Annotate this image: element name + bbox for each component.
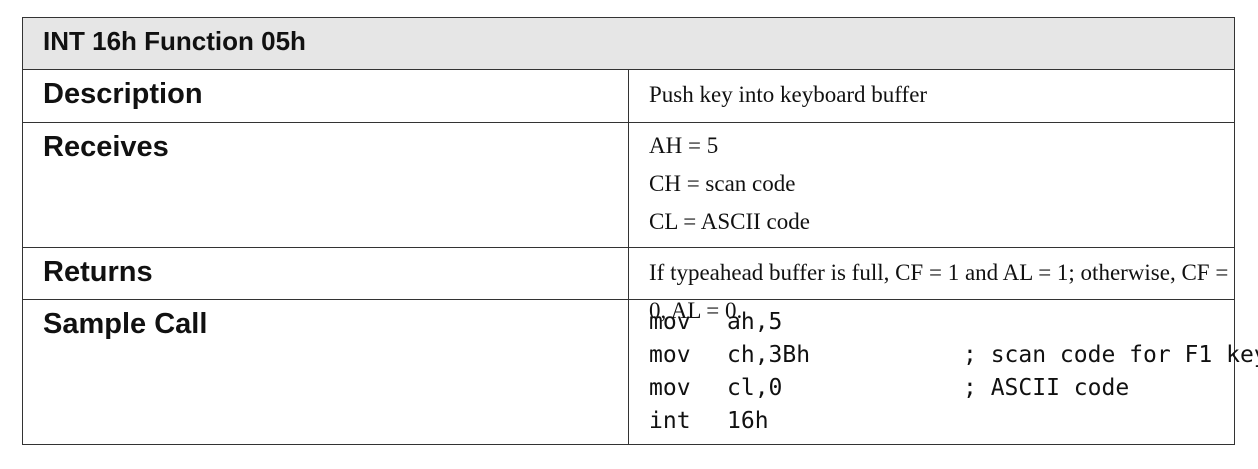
code-line: mov cl,0 ; ASCII code [649, 372, 1234, 405]
returns-cell: If typeahead buffer is full, CF = 1 and … [628, 247, 1235, 323]
description-cell: Push key into keyboard buffer [628, 69, 1235, 123]
code-line: mov ch,3Bh ; scan code for F1 key [649, 339, 1258, 372]
code-op: mov [649, 375, 691, 401]
code-arg: ch,3Bh [727, 342, 811, 368]
receives-line: CH = scan code [649, 171, 796, 196]
code-op: int [649, 408, 691, 434]
code-line: int 16h [649, 405, 1234, 438]
receives-label: Receives [22, 122, 629, 248]
receives-line: CL = ASCII code [649, 209, 810, 234]
receives-cell: AH = 5 CH = scan code CL = ASCII code [628, 122, 1235, 248]
table-title: INT 16h Function 05h [22, 17, 1235, 70]
code-arg: cl,0 [727, 375, 783, 401]
sample-call-code: mov ah,5 mov ch,3Bh; scan code for F1 key … [628, 299, 1258, 445]
function-reference-table: INT 16h Function 05h Description Push ke… [22, 17, 1258, 445]
code-arg: ah,5 [727, 309, 783, 335]
returns-label: Returns [22, 247, 629, 300]
code-comment: ; ASCII code [963, 375, 1130, 401]
code-arg: 16h [727, 408, 769, 434]
sample-call-label: Sample Call [22, 299, 629, 445]
receives-line: AH = 5 [649, 133, 719, 158]
returns-text: If typeahead buffer is full, CF = 1 and … [649, 260, 1229, 323]
code-comment: ; scan code for F1 key [963, 342, 1258, 368]
code-op: mov [649, 342, 691, 368]
description-text: Push key into keyboard buffer [649, 82, 928, 107]
code-op: mov [649, 309, 691, 335]
code-line: mov ah,5 [649, 306, 1234, 339]
description-label: Description [22, 69, 629, 123]
